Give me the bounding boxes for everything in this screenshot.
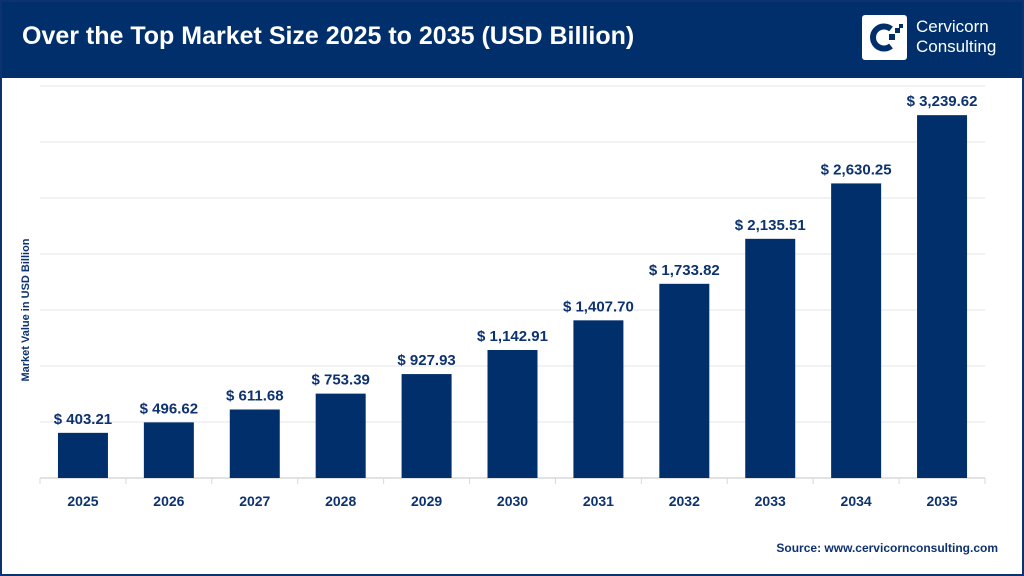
data-label: $ 496.62 bbox=[140, 400, 198, 417]
x-tick-label: 2033 bbox=[755, 493, 786, 509]
x-tick-label: 2026 bbox=[153, 493, 184, 509]
bar bbox=[831, 183, 882, 479]
data-label: $ 927.93 bbox=[397, 352, 455, 369]
x-tick-label: 2030 bbox=[497, 493, 528, 509]
data-label: $ 3,239.62 bbox=[907, 93, 978, 110]
bar bbox=[573, 320, 624, 478]
bar bbox=[659, 283, 710, 478]
data-label: $ 1,407.70 bbox=[563, 298, 634, 315]
data-label: $ 2,630.25 bbox=[821, 161, 892, 178]
logo-text: Cervicorn Consulting bbox=[916, 17, 996, 57]
x-tick-label: 2034 bbox=[841, 493, 872, 509]
data-label: $ 2,135.51 bbox=[735, 217, 806, 234]
bar bbox=[229, 409, 280, 478]
chart-title: Over the Top Market Size 2025 to 2035 (U… bbox=[22, 22, 635, 50]
x-tick-label: 2031 bbox=[583, 493, 614, 509]
bar bbox=[315, 393, 366, 478]
logo-text-line1: Cervicorn bbox=[916, 17, 989, 36]
bar bbox=[57, 432, 108, 478]
header-bar: Over the Top Market Size 2025 to 2035 (U… bbox=[0, 0, 1024, 78]
bar bbox=[917, 115, 968, 478]
source-text: Source: www.cervicornconsulting.com bbox=[776, 541, 998, 555]
bar bbox=[745, 238, 796, 478]
data-label: $ 403.21 bbox=[54, 411, 112, 428]
x-tick-label: 2028 bbox=[325, 493, 356, 509]
data-label: $ 1,142.91 bbox=[477, 328, 548, 345]
x-tick-label: 2027 bbox=[239, 493, 270, 509]
bar bbox=[487, 349, 538, 478]
x-tick-label: 2032 bbox=[669, 493, 700, 509]
logo-icon bbox=[862, 15, 907, 60]
data-label: $ 1,733.82 bbox=[649, 262, 720, 279]
data-label: $ 611.68 bbox=[226, 387, 284, 404]
data-label: $ 753.39 bbox=[311, 372, 369, 389]
logo-text-line2: Consulting bbox=[916, 37, 997, 56]
x-tick-label: 2029 bbox=[411, 493, 442, 509]
x-tick-label: 2025 bbox=[67, 493, 98, 509]
bar bbox=[143, 422, 194, 478]
x-tick-label: 2035 bbox=[926, 493, 957, 509]
cervicorn-logo: Cervicorn Consulting bbox=[862, 15, 1012, 65]
bar bbox=[401, 374, 452, 478]
